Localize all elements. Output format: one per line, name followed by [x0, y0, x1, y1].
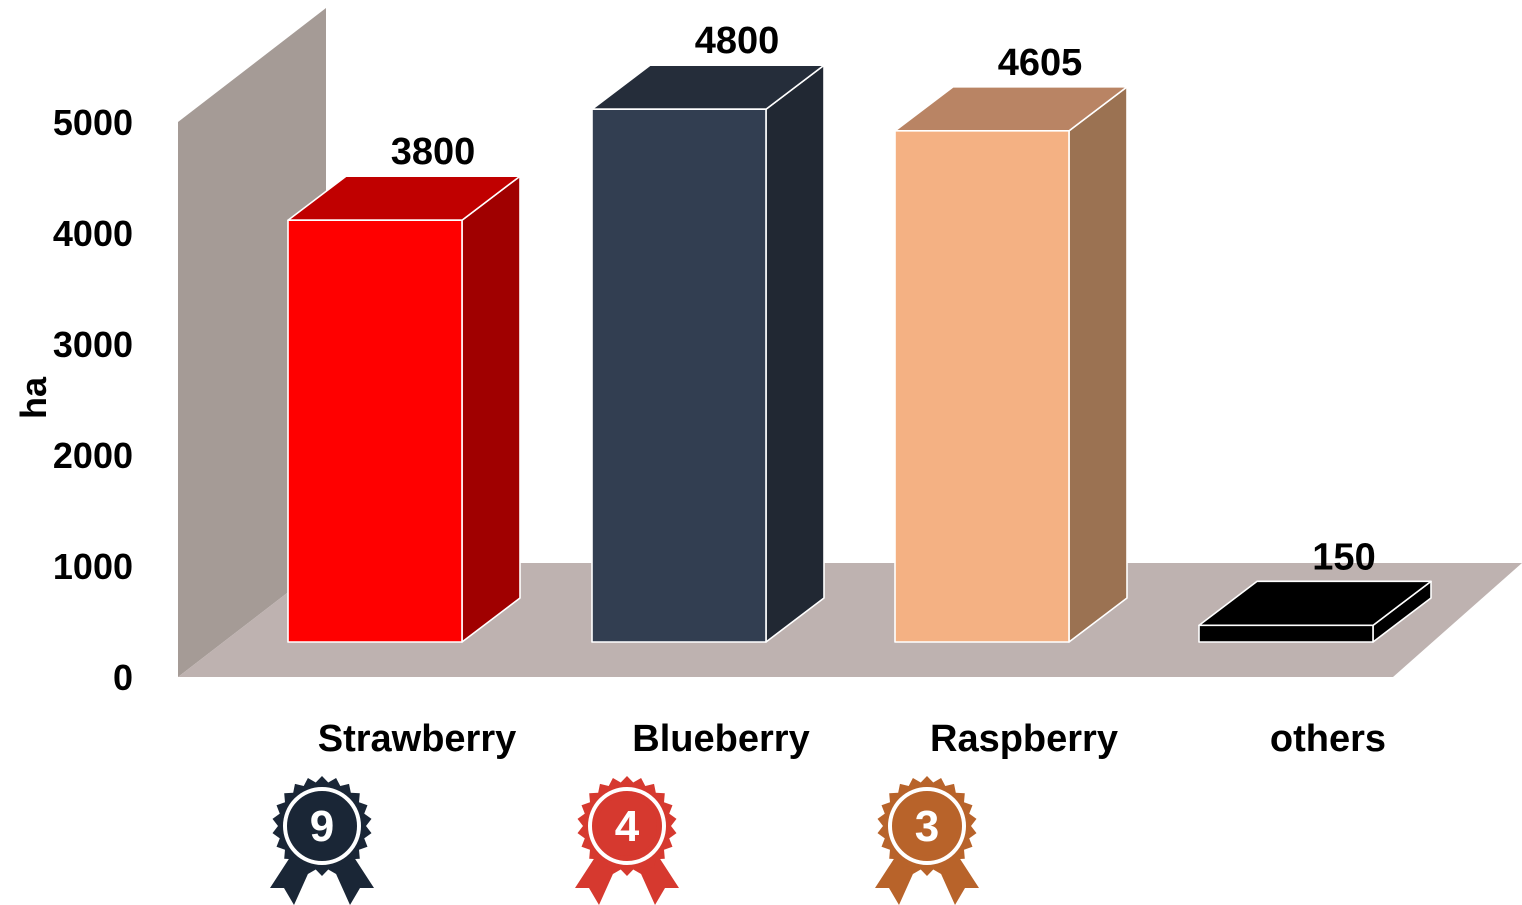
x-tick-label: Strawberry	[318, 718, 517, 760]
bars: 3800 4800 4605 150	[287, 20, 1432, 643]
bar-side-face	[461, 175, 521, 643]
bar-front-face	[894, 130, 1070, 643]
bar-side-face	[765, 64, 825, 643]
badge-number: 4	[615, 802, 640, 851]
y-tick-label: 2000	[53, 435, 133, 476]
y-axis-title: ha	[13, 376, 54, 419]
y-tick-label: 4000	[53, 213, 133, 254]
data-label: 150	[1312, 536, 1375, 578]
rosette-award-icon: 9	[270, 776, 374, 905]
y-tick-label: 1000	[53, 546, 133, 587]
x-tick-label: Raspberry	[930, 718, 1118, 760]
bar-raspberry: 4605	[894, 42, 1128, 643]
bar-strawberry: 3800	[287, 131, 521, 643]
y-tick-label: 3000	[53, 324, 133, 365]
badges: 9 4 3	[270, 776, 979, 905]
y-tick-label: 5000	[53, 102, 133, 143]
badge-number: 3	[915, 802, 939, 851]
bar-side-face	[1068, 86, 1128, 643]
bar-front-face	[287, 219, 463, 643]
rosette-center	[292, 796, 352, 856]
y-tick-label: 0	[113, 657, 133, 698]
x-tick-label: Blueberry	[632, 718, 809, 760]
rosette-ring	[588, 787, 666, 865]
badge-number: 9	[310, 802, 334, 851]
data-label: 4605	[998, 42, 1083, 84]
bar-others: 150	[1198, 536, 1432, 643]
bar-front-face	[591, 108, 767, 643]
data-label: 3800	[391, 131, 476, 173]
rosette-center	[597, 796, 657, 856]
category-labels: Strawberry Blueberry Raspberry others	[318, 718, 1386, 760]
bar-blueberry: 4800	[591, 20, 825, 643]
data-label: 4800	[695, 20, 780, 62]
x-tick-label: others	[1270, 718, 1386, 760]
rosette-center	[897, 796, 957, 856]
rosette-award-icon: 3	[875, 776, 979, 905]
bar-front-face	[1198, 624, 1374, 643]
rosette-ring	[888, 787, 966, 865]
y-axis-ticks: 0 1000 2000 3000 4000 5000	[53, 102, 133, 698]
rosette-award-icon: 4	[575, 776, 679, 905]
rosette-ring	[283, 787, 361, 865]
